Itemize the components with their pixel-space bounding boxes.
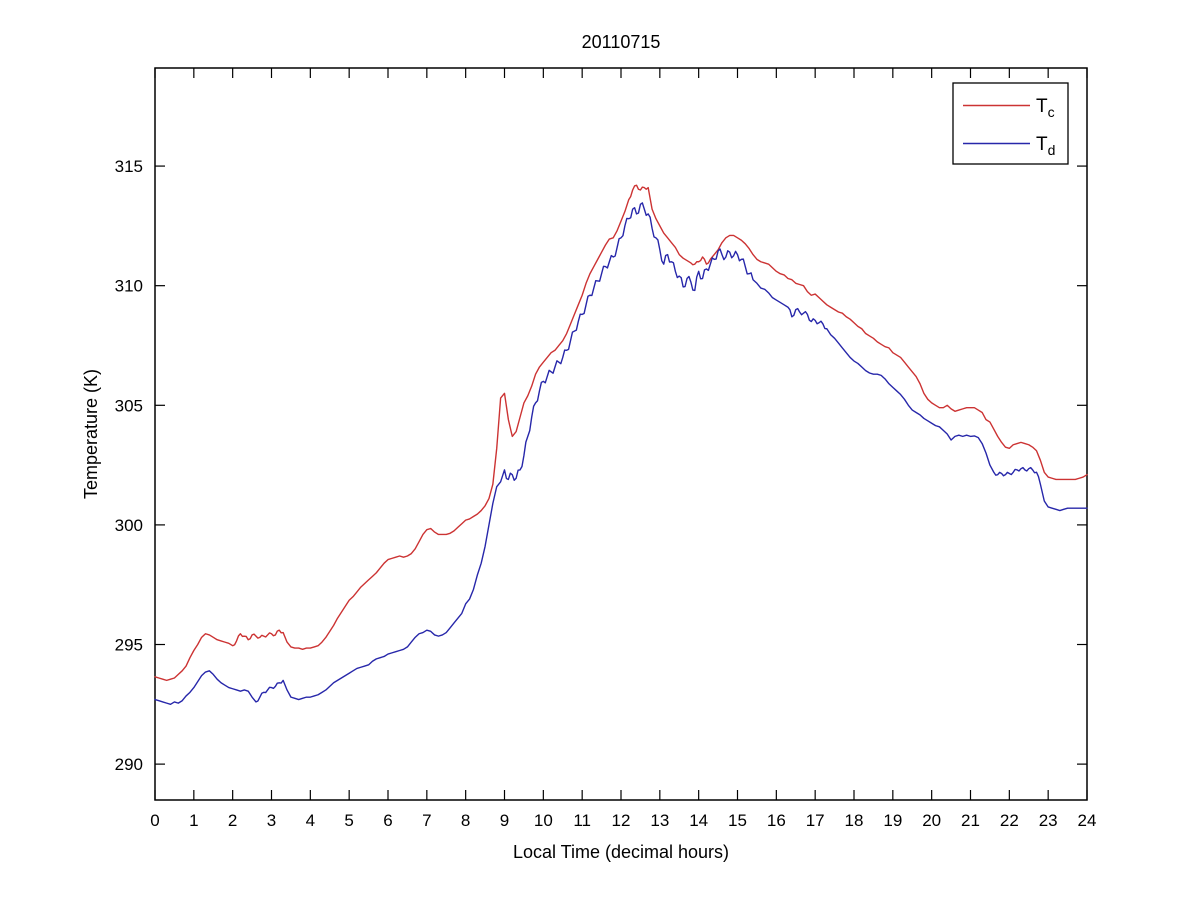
x-tick-label: 6 (383, 811, 392, 830)
x-tick-label: 3 (267, 811, 276, 830)
axis-tick-labels: 0 1 2 3 4 5 6 7 8 9 10 11 12 13 14 15 16 17 18 19 20 21 22 23 24… (115, 157, 1097, 830)
x-tick-label: 13 (650, 811, 669, 830)
series-line-td (154, 202, 1088, 706)
x-tick-label: 10 (534, 811, 553, 830)
x-tick-label: 0 (150, 811, 159, 830)
x-axis-label: Local Time (decimal hours) (513, 842, 729, 862)
x-tick-label: 7 (422, 811, 431, 830)
legend-label-td: Td (1036, 134, 1055, 158)
series-line-tc (154, 184, 1088, 682)
y-tick-label: 300 (115, 516, 143, 535)
x-tick-label: 17 (806, 811, 825, 830)
x-tick-label: 1 (189, 811, 198, 830)
x-tick-label: 8 (461, 811, 470, 830)
x-tick-label: 4 (306, 811, 315, 830)
y-tick-label: 295 (115, 636, 143, 655)
data-series (154, 184, 1088, 706)
y-tick-label: 305 (115, 396, 143, 415)
x-tick-label: 20 (922, 811, 941, 830)
x-tick-label: 15 (728, 811, 747, 830)
x-tick-label: 21 (961, 811, 980, 830)
x-tick-label: 22 (1000, 811, 1019, 830)
legend-label-tc: Tc (1036, 96, 1055, 120)
x-tick-label: 9 (500, 811, 509, 830)
legend-box (952, 82, 1069, 165)
y-tick-label: 315 (115, 157, 143, 176)
axis-ticks (154, 68, 1088, 800)
legend: Tc Td (952, 82, 1069, 165)
chart-title: 20110715 (582, 32, 661, 52)
x-tick-label: 2 (228, 811, 237, 830)
y-axis-label: Temperature (K) (81, 369, 101, 499)
x-tick-label: 5 (344, 811, 353, 830)
x-tick-label: 23 (1039, 811, 1058, 830)
y-tick-label: 290 (115, 755, 143, 774)
x-tick-label: 24 (1078, 811, 1097, 830)
x-tick-label: 16 (767, 811, 786, 830)
x-tick-label: 18 (845, 811, 864, 830)
x-tick-label: 14 (689, 811, 708, 830)
x-tick-label: 11 (573, 811, 591, 830)
x-tick-label: 19 (883, 811, 902, 830)
y-tick-label: 310 (115, 277, 143, 296)
x-tick-label: 12 (612, 811, 631, 830)
